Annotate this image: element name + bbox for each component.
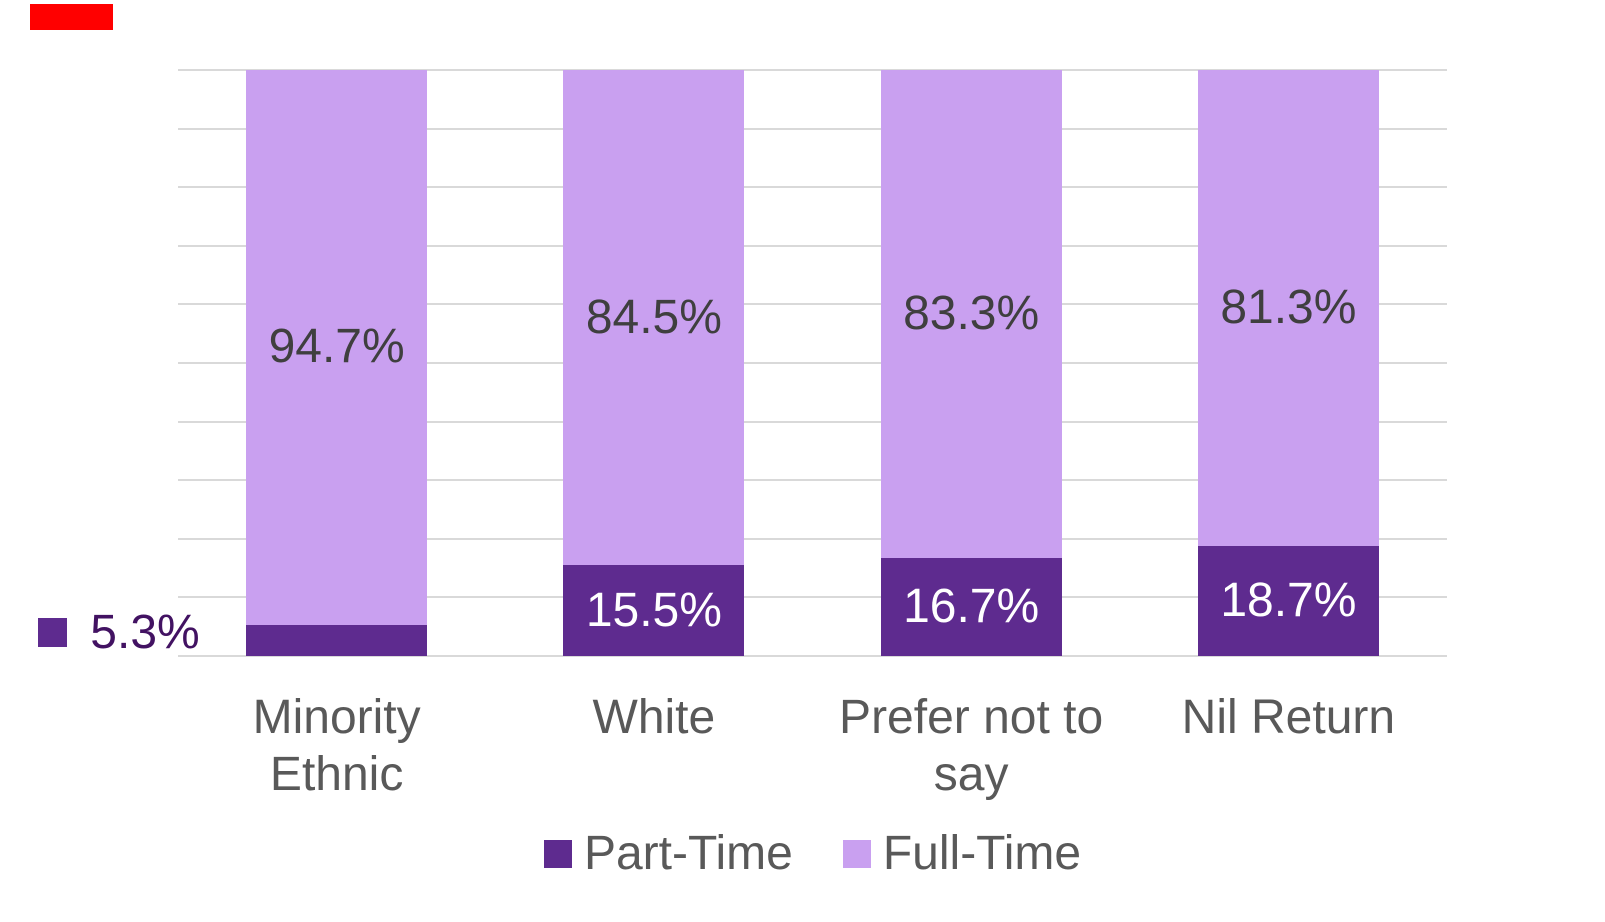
gridline bbox=[178, 69, 1447, 71]
data-label-part-time: 15.5% bbox=[585, 583, 722, 637]
data-label-full-time: 81.3% bbox=[1220, 281, 1357, 335]
gridline bbox=[178, 479, 1447, 482]
data-label-part-time: 16.7% bbox=[903, 580, 1040, 634]
legend-key-full-time bbox=[842, 840, 871, 868]
bar-segment-full-time bbox=[1197, 70, 1379, 547]
data-label-full-time: 83.3% bbox=[903, 287, 1040, 341]
gridline bbox=[178, 655, 1447, 657]
bar-segment-part-time bbox=[563, 565, 745, 656]
gridline bbox=[178, 420, 1447, 423]
x-axis-label: White bbox=[592, 691, 716, 744]
bar-segment-part-time bbox=[880, 558, 1062, 656]
gridline bbox=[178, 127, 1447, 130]
x-axis-label: Minority Ethnic bbox=[252, 691, 421, 801]
gridline bbox=[178, 537, 1447, 540]
data-label-part-time: 18.7% bbox=[1220, 574, 1357, 628]
bar-segment-part-time bbox=[246, 624, 428, 656]
legend-label: Full-Time bbox=[882, 827, 1082, 880]
data-label-part-time-outside: 5.3% bbox=[90, 606, 200, 659]
x-axis-label: Prefer not to say bbox=[839, 691, 1104, 801]
legend-key-part-time bbox=[543, 840, 572, 868]
outside-label-key bbox=[38, 618, 67, 647]
bar-segment-full-time bbox=[246, 70, 428, 625]
bar-segment-full-time bbox=[563, 70, 745, 566]
gridline bbox=[178, 186, 1447, 189]
gridline bbox=[178, 596, 1447, 599]
data-label-full-time: 84.5% bbox=[585, 290, 722, 344]
data-label-full-time: 94.7% bbox=[268, 320, 405, 374]
gridline bbox=[178, 362, 1447, 364]
gridline bbox=[178, 303, 1447, 306]
legend-label: Part-Time bbox=[583, 827, 793, 880]
red-marker bbox=[30, 4, 113, 30]
x-axis-label: Nil Return bbox=[1181, 691, 1396, 744]
gridline bbox=[178, 244, 1447, 247]
legend-item-full-time: Full-Time bbox=[842, 826, 1082, 882]
legend-item-part-time: Part-Time bbox=[543, 826, 793, 882]
bar-segment-part-time bbox=[1197, 546, 1379, 656]
bar-segment-full-time bbox=[880, 70, 1062, 559]
legend: Part-Time Full-Time bbox=[178, 826, 1447, 882]
